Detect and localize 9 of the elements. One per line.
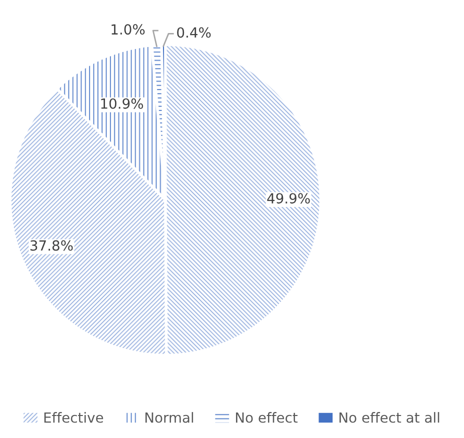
- legend-label: Effective: [44, 412, 104, 423]
- data-label: 37.8%: [30, 240, 73, 251]
- data-label: 0.4%: [177, 27, 211, 38]
- legend-label: Normal: [145, 412, 194, 423]
- data-label: 49.9%: [267, 193, 310, 204]
- data-label: 1.0%: [112, 24, 145, 35]
- data-label: 10.9%: [101, 98, 144, 109]
- legend-label: No effect: [236, 412, 298, 423]
- legend-label: No effect at all: [340, 412, 440, 423]
